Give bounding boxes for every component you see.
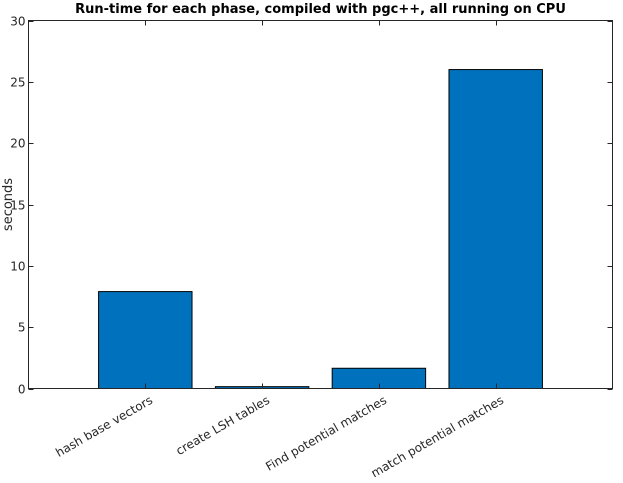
x-tick-label: Find potential matches bbox=[263, 393, 389, 474]
y-tick-label: 15 bbox=[10, 199, 25, 213]
x-tick-label: hash base vectors bbox=[53, 393, 155, 460]
y-axis-label: seconds bbox=[1, 178, 16, 231]
bar-find-potential-matches bbox=[331, 367, 427, 390]
bar-match-potential-matches bbox=[448, 69, 543, 389]
y-tick-label: 30 bbox=[10, 15, 25, 29]
plot-area-frame bbox=[28, 20, 613, 389]
bars-layer bbox=[98, 69, 543, 390]
bar-hash-base-vectors bbox=[98, 291, 193, 389]
x-tick-label: match potential matches bbox=[369, 393, 506, 480]
x-tick-label: create LSH tables bbox=[173, 393, 272, 458]
y-tick-label: 0 bbox=[18, 383, 26, 397]
y-tick-label: 25 bbox=[10, 76, 25, 90]
chart-title: Run-time for each phase, compiled with p… bbox=[75, 2, 566, 17]
y-tick-label: 20 bbox=[10, 137, 25, 151]
y-tick-label: 5 bbox=[18, 321, 26, 335]
y-tick-label: 10 bbox=[10, 260, 25, 274]
